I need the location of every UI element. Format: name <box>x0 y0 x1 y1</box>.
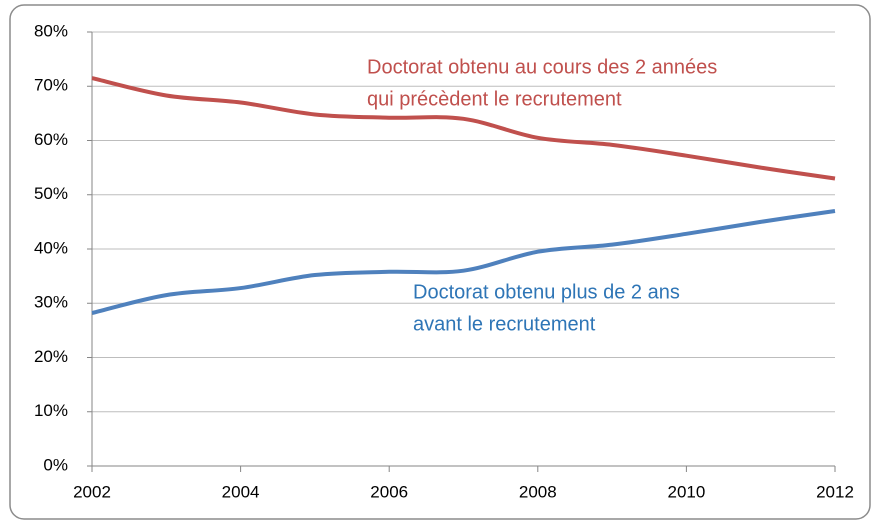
x-tick-label: 2004 <box>222 482 260 501</box>
y-tick-label: 70% <box>34 76 68 95</box>
y-tick-label: 10% <box>34 401 68 420</box>
annotation: avant le recrutement <box>413 313 596 335</box>
y-tick-label: 30% <box>34 293 68 312</box>
chart-border <box>9 4 871 520</box>
annotation: qui précèdent le recrutement <box>367 88 622 110</box>
series-line <box>91 76 836 181</box>
y-tick-label: 20% <box>34 347 68 366</box>
y-tick-label: 60% <box>34 130 68 149</box>
annotation: Doctorat obtenu au cours des 2 années <box>367 56 717 78</box>
y-tick-label: 40% <box>34 238 68 257</box>
y-tick-label: 80% <box>34 21 68 40</box>
x-tick-label: 2008 <box>519 482 557 501</box>
x-tick-label: 2010 <box>667 482 705 501</box>
y-tick-label: 50% <box>34 184 68 203</box>
x-tick-label: 2012 <box>816 482 854 501</box>
x-tick-label: 2006 <box>370 482 408 501</box>
x-tick-label: 2002 <box>73 482 111 501</box>
series-line <box>91 209 836 315</box>
annotation: Doctorat obtenu plus de 2 ans <box>413 281 680 303</box>
y-tick-label: 0% <box>43 455 68 474</box>
